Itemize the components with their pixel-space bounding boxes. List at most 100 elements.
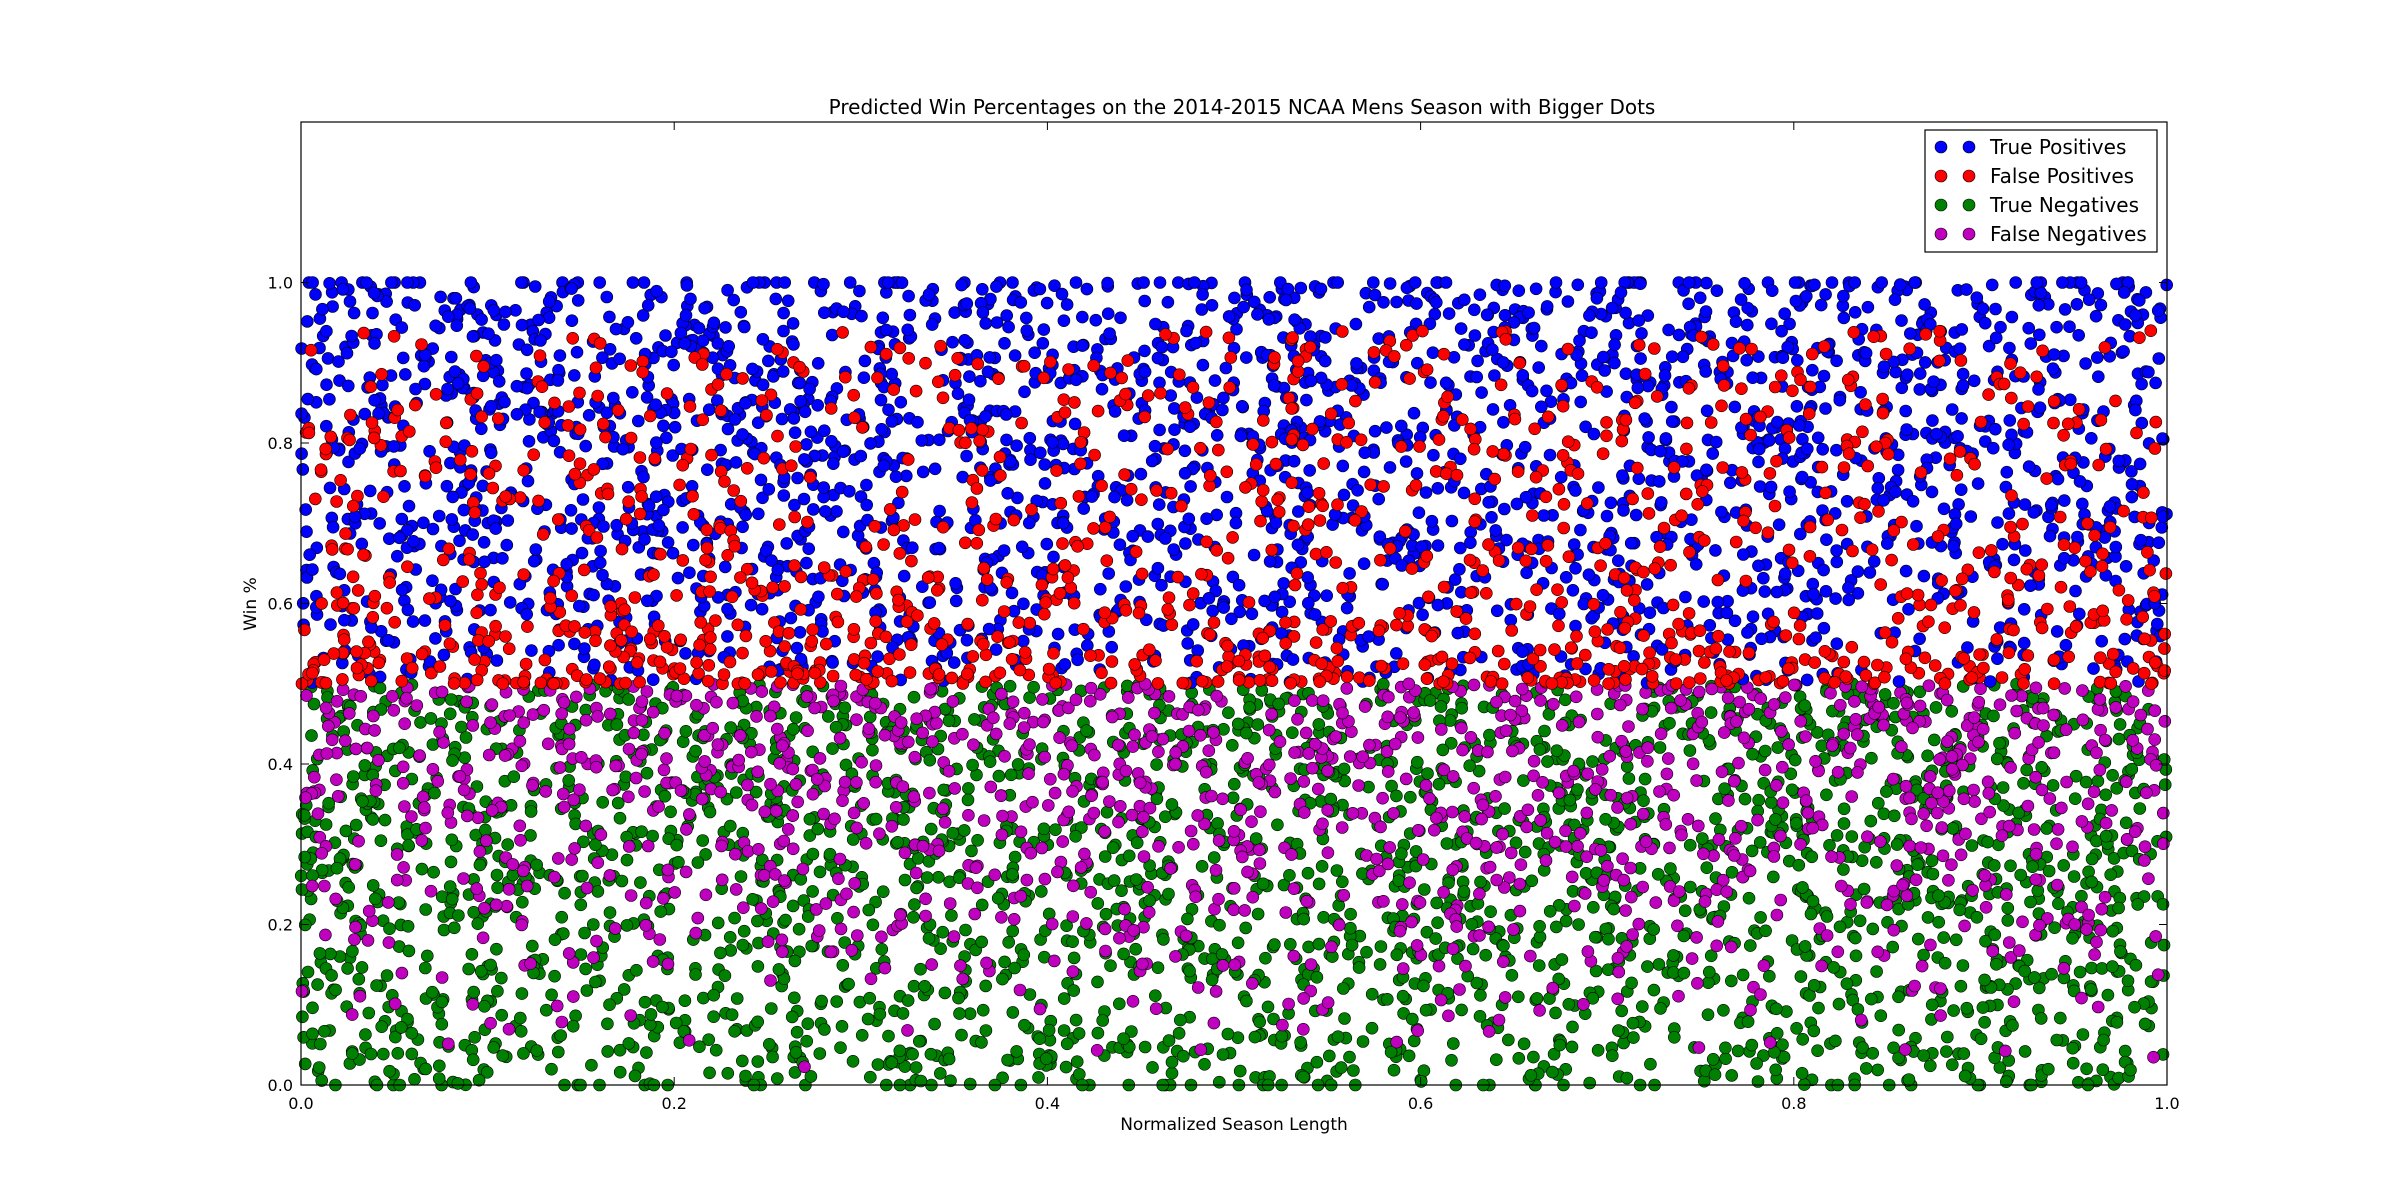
data-point (1849, 712, 1863, 726)
data-point (1647, 923, 1660, 936)
data-point (1396, 989, 1410, 1003)
data-point (635, 695, 649, 708)
data-point (1751, 1075, 1765, 1088)
data-point (1240, 283, 1253, 297)
data-point (515, 918, 529, 932)
data-point (1337, 762, 1351, 776)
data-point (1555, 953, 1569, 966)
data-point (833, 731, 847, 745)
data-point (936, 925, 950, 939)
data-point (1533, 930, 1547, 944)
data-point (506, 858, 520, 871)
data-point (1215, 948, 1229, 961)
data-point (678, 994, 692, 1008)
data-point (1182, 724, 1196, 738)
data-point (909, 866, 923, 880)
data-point (1485, 510, 1498, 524)
data-point (819, 897, 833, 910)
data-point (1509, 836, 1523, 850)
data-point (1040, 1052, 1053, 1065)
data-point (1719, 1041, 1732, 1055)
data-point (320, 378, 333, 392)
data-point (1834, 698, 1847, 712)
data-point (1454, 322, 1468, 335)
data-point (1833, 920, 1847, 934)
data-point (1737, 731, 1751, 745)
data-point (1691, 976, 1704, 990)
data-point (1233, 1064, 1247, 1078)
data-point (428, 786, 441, 800)
data-point (1467, 781, 1480, 795)
data-point (2000, 888, 2013, 901)
data-point (1525, 384, 1539, 398)
data-point (1741, 1015, 1755, 1029)
data-point (2058, 682, 2071, 695)
data-point (362, 904, 376, 918)
data-point (658, 726, 671, 740)
data-point (1976, 1001, 1990, 1014)
data-point (500, 538, 514, 552)
data-point (1191, 809, 1204, 822)
data-point (1695, 715, 1709, 729)
data-point (1725, 1069, 1738, 1082)
data-point (1472, 764, 1486, 778)
data-point (1490, 873, 1503, 887)
data-point (2042, 864, 2056, 878)
data-point (1798, 699, 1812, 713)
data-point (570, 345, 584, 359)
data-point (2033, 918, 2046, 932)
data-point (994, 789, 1008, 803)
data-point (1195, 859, 1209, 873)
data-point (346, 770, 360, 783)
data-point (1543, 448, 1557, 462)
data-point (1343, 567, 1356, 580)
data-point (1698, 895, 1712, 908)
data-point (1848, 305, 1862, 319)
data-point (828, 812, 841, 826)
data-point (324, 618, 337, 631)
data-point (729, 883, 743, 896)
data-point (2060, 775, 2073, 789)
data-point (545, 1062, 558, 1076)
data-point (963, 1007, 977, 1021)
data-point (2047, 348, 2061, 361)
data-point (1957, 792, 1971, 806)
data-point (1059, 1060, 1073, 1074)
data-point (2076, 713, 2090, 727)
data-point (1310, 1055, 1324, 1069)
data-point (1216, 1048, 1230, 1061)
data-point (1113, 997, 1126, 1011)
data-point (433, 725, 446, 739)
data-point (1060, 1037, 1074, 1051)
data-point (603, 998, 616, 1012)
data-point (953, 1007, 966, 1020)
data-point (471, 811, 485, 825)
data-point (1074, 861, 1088, 874)
data-point (620, 919, 634, 932)
data-point (1241, 751, 1254, 765)
data-point (777, 306, 790, 320)
data-point (2090, 935, 2103, 949)
data-point (2131, 898, 2144, 911)
data-point (1934, 982, 1947, 995)
data-point (1145, 730, 1159, 743)
data-point (307, 770, 321, 784)
data-point (1540, 826, 1554, 840)
data-point (2003, 936, 2016, 949)
data-point (968, 713, 981, 726)
data-point (1616, 852, 1629, 866)
data-point (1718, 782, 1731, 796)
data-point (1098, 825, 1111, 838)
data-point (1708, 1068, 1722, 1081)
data-point (707, 988, 721, 1002)
data-point (1453, 983, 1466, 996)
data-point (1499, 724, 1513, 738)
data-point (847, 905, 860, 919)
data-point (838, 775, 852, 789)
data-point (385, 689, 399, 703)
data-point (1671, 919, 1684, 933)
data-point (1667, 966, 1680, 979)
data-point (733, 729, 747, 742)
data-point (826, 742, 839, 755)
data-point (1037, 323, 1051, 336)
